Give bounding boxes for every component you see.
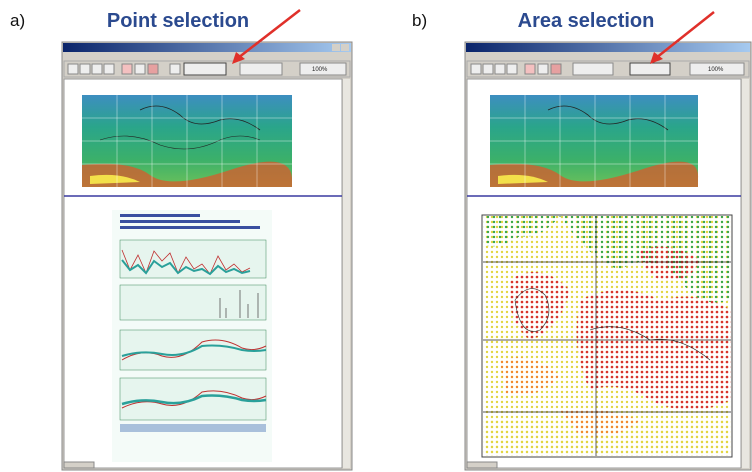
window: 100%	[464, 41, 752, 471]
panel-title: Point selection	[107, 10, 249, 32]
tool-button[interactable]	[506, 63, 518, 75]
scrollbar[interactable]	[343, 79, 350, 468]
map-plot	[82, 95, 292, 187]
dropdown[interactable]	[572, 62, 614, 76]
toolbar: 100%	[63, 60, 351, 78]
zoom-box[interactable]	[299, 62, 347, 76]
dropdown[interactable]	[183, 62, 227, 76]
dropdown[interactable]	[629, 62, 671, 76]
tool-button[interactable]	[67, 63, 79, 75]
tool-button[interactable]	[537, 63, 549, 75]
zoom-value: 100%	[708, 67, 724, 73]
tool-button[interactable]	[550, 63, 562, 75]
tool-button[interactable]	[482, 63, 494, 75]
panel-label: b)	[412, 11, 427, 30]
zoom-value: 100%	[312, 67, 328, 73]
tool-button[interactable]	[147, 63, 159, 75]
tool-button[interactable]	[91, 63, 103, 75]
panel-title: Area selection	[518, 10, 655, 32]
tool-button[interactable]	[169, 63, 181, 75]
tool-button[interactable]	[494, 63, 506, 75]
area-map	[481, 214, 733, 458]
zoom-box[interactable]	[689, 62, 745, 76]
tool-button[interactable]	[121, 63, 133, 75]
tool-button[interactable]	[524, 63, 536, 75]
toolbar: 100%	[466, 60, 750, 78]
panel-label: a)	[10, 11, 25, 30]
tool-button[interactable]	[134, 63, 146, 75]
scrollbar[interactable]	[742, 79, 749, 468]
map-plot	[490, 95, 699, 187]
tool-button[interactable]	[470, 63, 482, 75]
meteogram	[112, 210, 272, 462]
dropdown[interactable]	[239, 62, 283, 76]
tool-button[interactable]	[103, 63, 115, 75]
window: 100%	[61, 41, 353, 471]
tool-button[interactable]	[79, 63, 91, 75]
